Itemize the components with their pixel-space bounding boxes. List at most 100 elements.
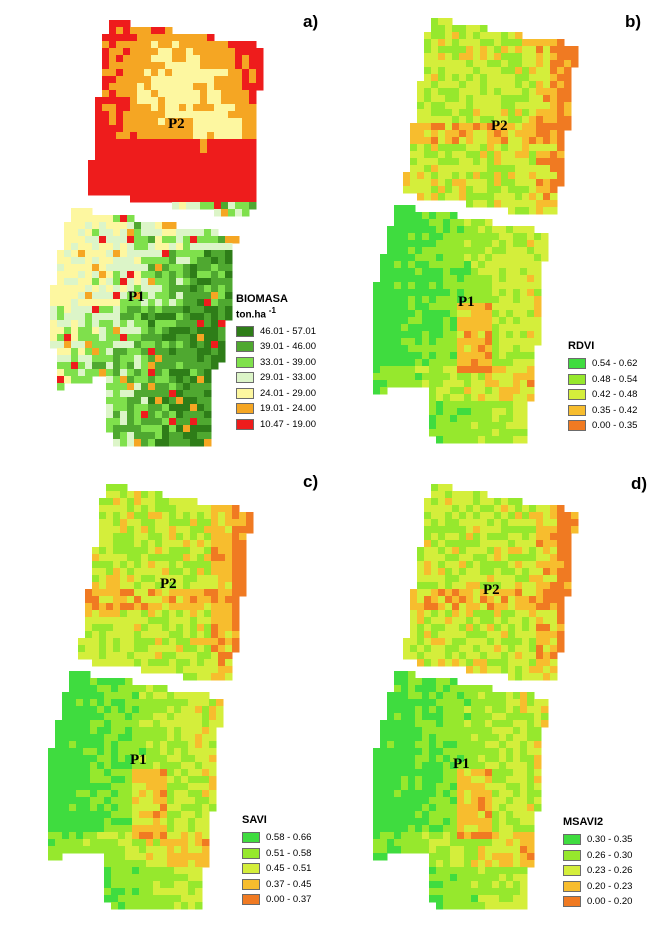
raster-cell <box>394 240 402 248</box>
raster-cell <box>204 673 212 681</box>
raster-cell <box>417 631 425 639</box>
raster-cell <box>111 692 119 700</box>
raster-cell <box>127 659 135 667</box>
raster-cell <box>155 439 163 447</box>
raster-cell <box>443 345 451 353</box>
raster-cell <box>123 20 131 28</box>
raster-cell <box>214 97 222 105</box>
raster-cell <box>443 387 451 395</box>
raster-cell <box>57 348 65 356</box>
raster-cell <box>436 846 444 854</box>
raster-cell <box>69 692 77 700</box>
raster-cell <box>95 97 103 105</box>
raster-cell <box>64 341 72 349</box>
raster-cell <box>527 282 535 290</box>
raster-cell <box>181 867 189 875</box>
raster-cell <box>459 179 467 187</box>
raster-cell <box>471 408 479 416</box>
raster-cell <box>464 282 472 290</box>
raster-cell <box>485 226 493 234</box>
raster-cell <box>85 624 93 632</box>
raster-cell <box>529 130 537 138</box>
raster-cell <box>249 146 257 154</box>
raster-cell <box>221 153 229 161</box>
raster-cell <box>394 818 402 826</box>
raster-cell <box>228 188 236 196</box>
raster-cell <box>197 638 205 646</box>
raster-cell <box>466 172 474 180</box>
raster-cell <box>188 902 196 910</box>
raster-cell <box>541 699 549 707</box>
raster-cell <box>141 561 149 569</box>
raster-cell <box>127 519 135 527</box>
raster-cell <box>401 727 409 735</box>
raster-cell <box>151 41 159 49</box>
raster-cell <box>429 373 437 381</box>
raster-cell <box>452 547 460 555</box>
raster-cell <box>193 83 201 91</box>
raster-cell <box>536 95 544 103</box>
raster-cell <box>160 902 168 910</box>
raster-cell <box>424 88 432 96</box>
raster-cell <box>130 69 138 77</box>
raster-cell <box>450 839 458 847</box>
raster-cell <box>499 706 507 714</box>
raster-cell <box>125 783 133 791</box>
raster-cell <box>494 123 502 131</box>
raster-cell <box>473 638 481 646</box>
raster-cell <box>179 118 187 126</box>
raster-cell <box>127 383 135 391</box>
raster-cell <box>550 547 558 555</box>
raster-cell <box>57 264 65 272</box>
raster-cell <box>181 783 189 791</box>
raster-cell <box>183 383 191 391</box>
raster-cell <box>193 111 201 119</box>
raster-cell <box>450 699 458 707</box>
raster-cell <box>197 313 205 321</box>
raster-cell <box>132 769 140 777</box>
raster-cell <box>450 310 458 318</box>
raster-cell <box>183 617 191 625</box>
raster-cell <box>457 226 465 234</box>
raster-cell <box>534 776 542 784</box>
raster-cell <box>436 825 444 833</box>
raster-cell <box>429 846 437 854</box>
raster-cell <box>127 390 135 398</box>
raster-cell <box>438 547 446 555</box>
raster-cell <box>401 720 409 728</box>
raster-cell <box>179 153 187 161</box>
raster-cell <box>249 181 257 189</box>
raster-cell <box>57 355 65 363</box>
raster-cell <box>132 902 140 910</box>
raster-cell <box>193 195 201 203</box>
raster-cell <box>401 783 409 791</box>
raster-cell <box>214 55 222 63</box>
raster-cell <box>90 713 98 721</box>
raster-cell <box>527 734 535 742</box>
legend-label: 0.00 - 0.37 <box>266 894 312 906</box>
raster-cell <box>48 853 56 861</box>
raster-cell <box>508 582 516 590</box>
raster-cell <box>438 505 446 513</box>
raster-cell <box>438 582 446 590</box>
raster-cell <box>436 790 444 798</box>
raster-cell <box>197 568 205 576</box>
raster-cell <box>167 720 175 728</box>
raster-cell <box>127 575 135 583</box>
raster-cell <box>111 839 119 847</box>
raster-cell <box>137 111 145 119</box>
raster-cell <box>207 41 215 49</box>
raster-cell <box>513 734 521 742</box>
raster-cell <box>424 645 432 653</box>
raster-cell <box>499 233 507 241</box>
raster-cell <box>242 118 250 126</box>
raster-cell <box>394 345 402 353</box>
raster-cell <box>148 589 156 597</box>
raster-cell <box>443 811 451 819</box>
raster-cell <box>373 359 381 367</box>
raster-cell <box>104 881 112 889</box>
raster-cell <box>195 741 203 749</box>
raster-cell <box>485 867 493 875</box>
raster-cell <box>169 526 177 534</box>
legend-swatch <box>242 878 260 890</box>
